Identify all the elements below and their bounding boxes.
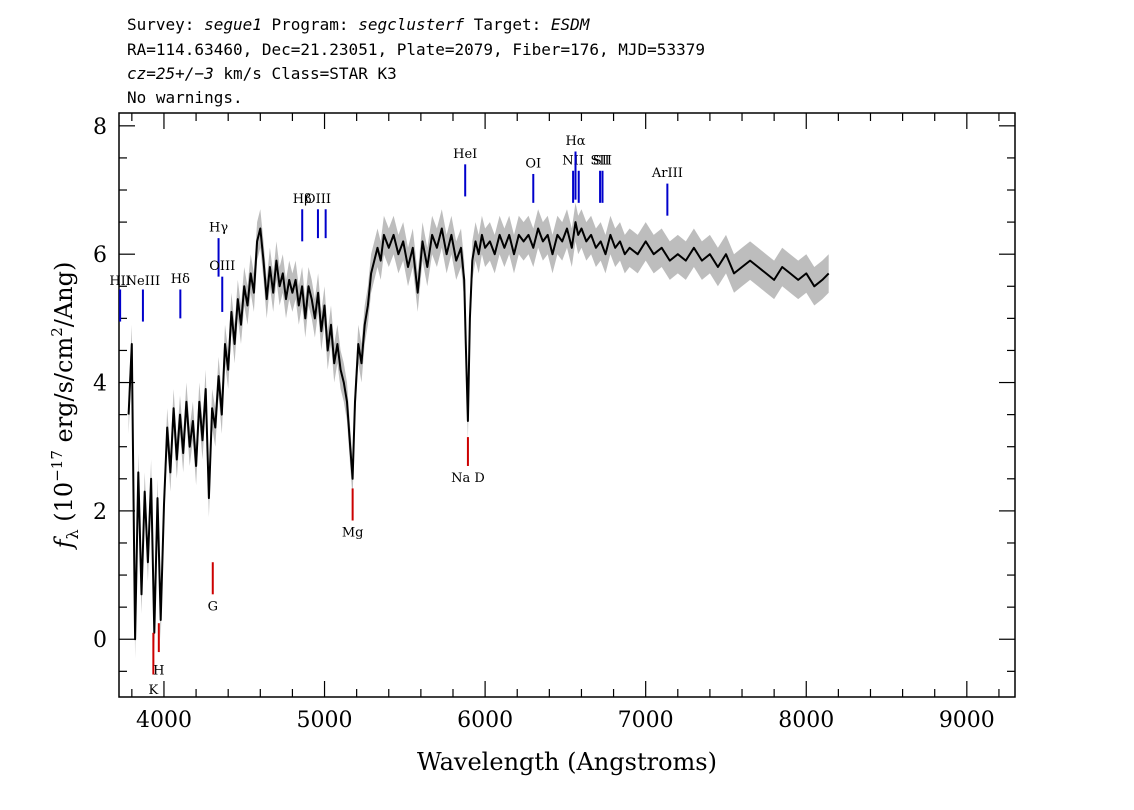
emission-line-label: NII xyxy=(562,153,584,168)
flux-series xyxy=(127,221,830,641)
emission-line-label: SII xyxy=(590,153,609,168)
emission-line-label: Hβ xyxy=(293,192,312,207)
y-tick-label: 2 xyxy=(93,500,107,525)
emission-line-label: Hδ xyxy=(171,272,190,287)
absorption-line-label: G xyxy=(208,599,218,614)
emission-line-label: ArIII xyxy=(651,166,683,181)
emission-line-label: HeI xyxy=(453,147,477,162)
y-tick-label: 6 xyxy=(93,243,107,268)
y-tick-label: 8 xyxy=(93,115,107,140)
emission-line-label: OIII xyxy=(209,259,235,274)
x-tick-label: 6000 xyxy=(457,708,513,733)
y-tick-label: 4 xyxy=(93,372,107,397)
emission-line-label: Hγ xyxy=(209,221,228,236)
header-line-1: Survey: segue1 Program: segclusterf Targ… xyxy=(127,15,591,34)
plot-frame xyxy=(118,112,1016,698)
absorption-line-label: H xyxy=(153,664,164,679)
absorption-line-label: K xyxy=(149,683,159,698)
x-tick-label: 8000 xyxy=(778,708,834,733)
x-tick-label: 7000 xyxy=(618,708,674,733)
x-tick-label: 9000 xyxy=(939,708,995,733)
header: Survey: segue1 Program: segclusterf Targ… xyxy=(127,15,705,107)
x-axis-label: Wavelength (Angstroms) xyxy=(417,748,717,776)
absorption-line-label: Mg xyxy=(342,526,364,541)
y-axis-label: fλ (10−17 erg/s/cm2/Ang) xyxy=(48,262,82,551)
emission-line-label: HII xyxy=(109,274,131,289)
emission-line-label: OIII xyxy=(305,192,331,207)
axis-ticks: 4000 5000 6000 7000 8000 9000 0 2 4 6 8 xyxy=(93,113,1015,733)
emission-line-label: OI xyxy=(525,157,541,172)
emission-line-label: Hα xyxy=(565,134,585,149)
emission-line-label: NeIII xyxy=(126,274,160,289)
x-tick-label: 4000 xyxy=(136,708,192,733)
header-line-2: RA=114.63460, Dec=21.23051, Plate=2079, … xyxy=(127,40,705,59)
header-line-4: No warnings. xyxy=(127,88,243,107)
error-band-area xyxy=(128,202,829,659)
y-tick-label: 0 xyxy=(93,628,107,653)
flux-line xyxy=(127,221,830,641)
absorption-line-label: Na D xyxy=(451,471,485,486)
x-tick-label: 5000 xyxy=(297,708,353,733)
emission-line-label: SII xyxy=(593,153,612,168)
header-line-3: cz=25+/−3 km/s Class=STAR K3 xyxy=(127,64,397,83)
error-band xyxy=(128,202,829,659)
